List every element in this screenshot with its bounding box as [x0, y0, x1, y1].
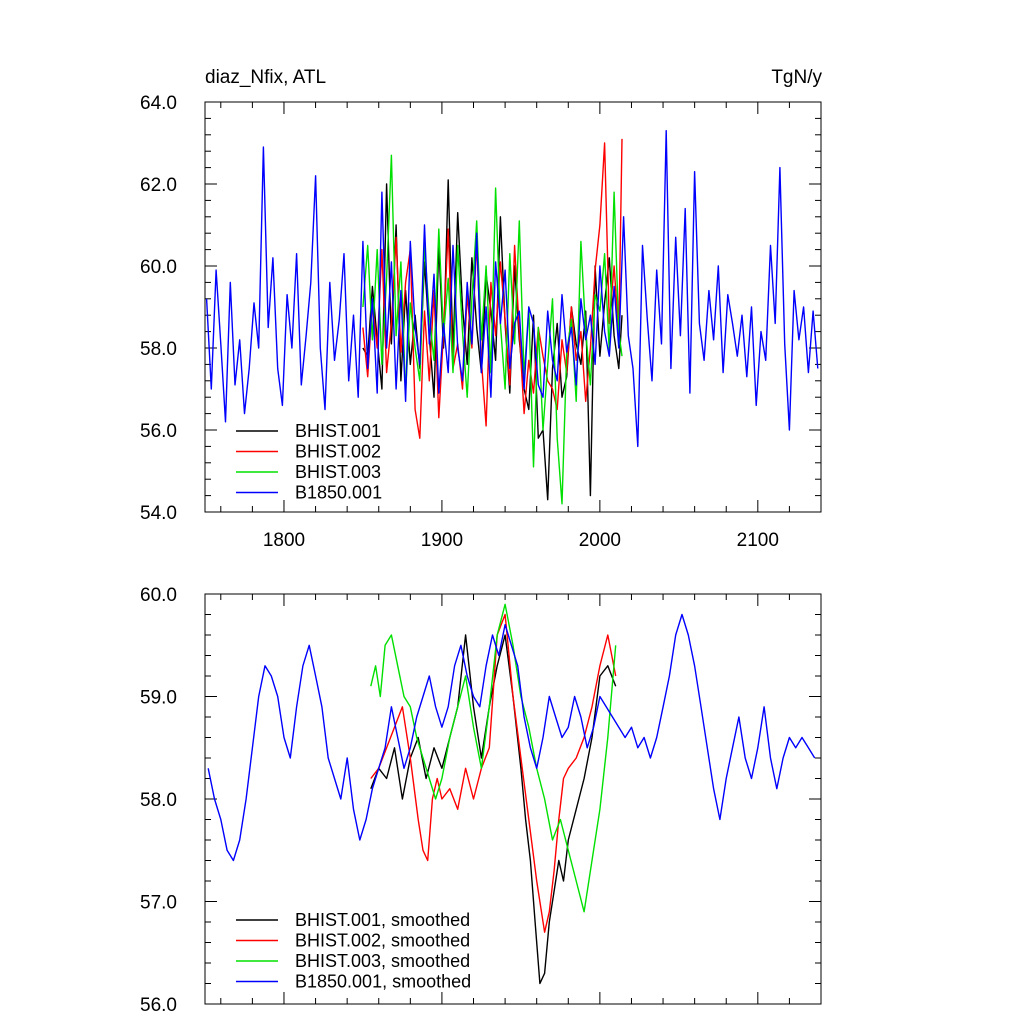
legend-label: BHIST.001, smoothed	[295, 910, 470, 930]
legend-label: BHIST.003	[295, 462, 381, 482]
bottom-panel-frame	[204, 593, 822, 1005]
series-line-bhist-002	[362, 138, 623, 439]
bottom-panel: 56.0 57.0 58.0 59.0 60.0 BHIST.001, smoothed…	[140, 585, 822, 1016]
y-tick-label: 56.0	[140, 995, 177, 1016]
legend-label: BHIST.002	[295, 442, 381, 462]
bottom-panel-axes: 56.0 57.0 58.0 59.0 60.0	[140, 585, 822, 1016]
top-panel-frame	[204, 101, 822, 513]
y-tick-label: 59.0	[140, 688, 177, 709]
legend-label: BHIST.001	[295, 421, 381, 441]
series-line-b1850-001	[205, 129, 819, 448]
x-tick-label: 1800	[263, 530, 305, 551]
top-panel: diaz_Nfix, ATL TgN/y 1800 1900 2000 2100 54.…	[140, 67, 822, 551]
y-tick-label: 54.0	[140, 503, 177, 524]
series-line-bhist-003-smoothed	[370, 603, 617, 913]
y-tick-label: 60.0	[140, 585, 177, 606]
x-tick-label: 2000	[579, 530, 621, 551]
series-line-bhist-001-smoothed	[370, 634, 617, 985]
bottom-panel-lines	[207, 603, 816, 985]
y-tick-label: 58.0	[140, 339, 177, 360]
legend-label: B1850.001, smoothed	[295, 972, 471, 992]
y-tick-label: 64.0	[140, 93, 177, 114]
legend-label: B1850.001	[295, 483, 382, 503]
x-tick-label: 2100	[737, 530, 779, 551]
y-tick-label: 56.0	[140, 421, 177, 442]
top-panel-title-left: diaz_Nfix, ATL	[205, 67, 326, 88]
y-tick-label: 60.0	[140, 257, 177, 278]
series-line-bhist-002-smoothed	[370, 613, 617, 933]
top-panel-title-right: TgN/y	[771, 67, 822, 88]
y-tick-label: 57.0	[140, 893, 177, 914]
top-panel-axes: 1800 1900 2000 2100 54.0 56.0 58.0 60.0 62.0 64.0	[140, 93, 822, 551]
y-tick-label: 58.0	[140, 790, 177, 811]
y-tick-label: 62.0	[140, 175, 177, 196]
legend-label: BHIST.002, smoothed	[295, 931, 470, 951]
top-panel-lines	[205, 129, 819, 505]
legend-label: BHIST.003, smoothed	[295, 951, 470, 971]
series-line-b1850-001-smoothed	[207, 613, 816, 862]
x-tick-label: 1900	[421, 530, 463, 551]
